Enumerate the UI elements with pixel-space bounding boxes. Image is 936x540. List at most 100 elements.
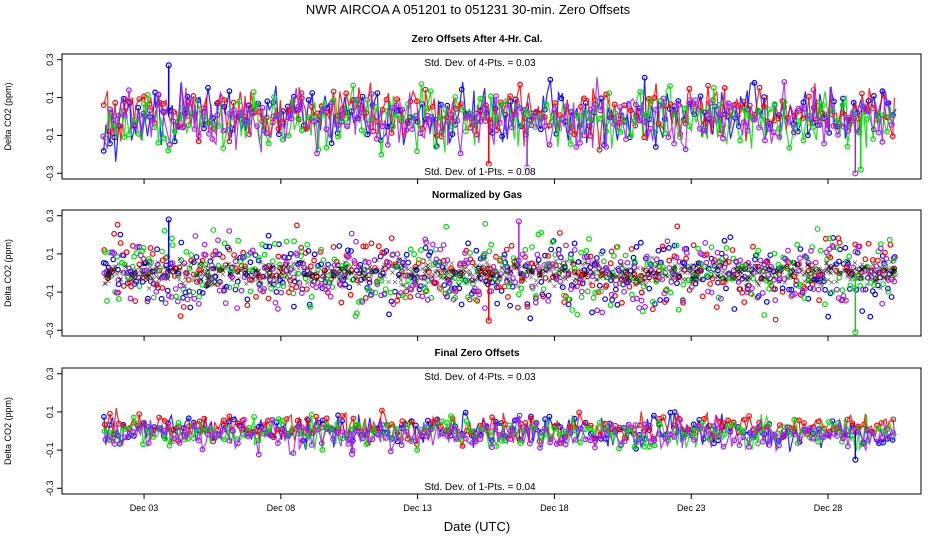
point-gas3: [569, 307, 576, 313]
point-gas4: [744, 289, 751, 296]
point-gas4: [618, 442, 624, 449]
point-gas1: [345, 247, 351, 254]
normalized-point: [263, 263, 268, 268]
normalized-point: [111, 267, 116, 272]
point-gas1: [199, 290, 206, 296]
point-gas2: [347, 291, 354, 298]
point-gas4: [725, 100, 732, 107]
point-gas2: [582, 420, 589, 427]
point-gas3: [438, 286, 445, 293]
point-gas3: [121, 134, 128, 141]
point-gas2: [160, 100, 167, 107]
point-gas4: [677, 416, 683, 423]
normalized-point: [438, 271, 443, 277]
normalized-point: [569, 260, 574, 266]
point-gas4: [720, 443, 727, 450]
normalized-point: [244, 281, 249, 286]
point-gas1: [700, 276, 706, 283]
point-gas1: [193, 254, 200, 260]
point-gas4: [855, 243, 861, 250]
normalized-point: [779, 269, 785, 275]
normalized-point: [760, 266, 765, 272]
point-gas2: [536, 266, 542, 273]
normalized-point: [427, 257, 432, 262]
point-gas3: [755, 107, 762, 114]
point-gas3: [857, 282, 864, 289]
normalized-point: [472, 278, 478, 283]
point-gas3: [136, 283, 143, 290]
point-gas4: [714, 249, 721, 256]
point-gas4: [143, 267, 150, 274]
point-gas2: [201, 415, 208, 422]
normalized-point: [145, 261, 151, 267]
point-gas4: [295, 103, 302, 110]
point-gas4: [133, 244, 140, 251]
normalized-point: [820, 277, 826, 282]
point-gas4: [814, 430, 821, 437]
point-gas4: [633, 295, 640, 302]
point-gas4: [325, 284, 332, 290]
point-gas3: [586, 235, 592, 242]
point-gas3: [308, 293, 315, 300]
normalized-point: [820, 273, 825, 279]
point-gas4: [432, 116, 439, 123]
spike-point: [852, 170, 859, 177]
point-gas4: [790, 129, 797, 136]
point-gas4: [275, 440, 281, 447]
point-gas2: [238, 262, 245, 269]
normalized-point: [399, 269, 405, 275]
point-gas3: [667, 289, 674, 296]
point-gas3: [617, 129, 624, 135]
point-gas1: [305, 96, 312, 103]
normalized-point: [891, 265, 897, 271]
normalized-point: [732, 277, 738, 282]
point-gas1: [637, 239, 644, 246]
normalized-point: [323, 273, 328, 278]
normalized-point: [431, 273, 437, 278]
point-gas3: [708, 244, 715, 251]
point-gas4: [246, 118, 253, 125]
point-gas3: [697, 106, 703, 113]
point-gas2: [517, 81, 523, 88]
point-gas4: [115, 112, 122, 119]
point-gas2: [311, 257, 318, 264]
normalized-point: [131, 275, 136, 281]
point-gas1: [652, 143, 659, 150]
point-gas4: [363, 428, 370, 435]
point-gas4: [603, 143, 610, 150]
point-gas1: [498, 288, 505, 294]
normalized-point: [220, 267, 225, 272]
point-gas3: [199, 282, 206, 288]
point-gas1: [509, 283, 516, 290]
normalized-point: [582, 278, 587, 283]
point-gas2: [859, 90, 865, 97]
normalized-point: [698, 268, 704, 274]
point-gas4: [319, 107, 326, 114]
normalized-point: [212, 282, 217, 287]
point-gas3: [652, 262, 658, 268]
point-gas3: [166, 442, 173, 449]
normalized-point: [882, 267, 887, 272]
point-gas1: [609, 297, 615, 303]
point-gas3: [655, 420, 662, 427]
normalized-point: [767, 279, 772, 284]
normalized-point: [378, 267, 383, 272]
point-gas3: [270, 258, 276, 265]
normalized-point: [457, 272, 463, 278]
normalized-point: [245, 267, 250, 273]
normalized-point: [591, 259, 597, 265]
point-gas3: [612, 430, 618, 437]
point-gas4: [125, 87, 132, 94]
point-gas4: [374, 281, 381, 288]
point-gas4: [875, 269, 882, 276]
normalized-point: [534, 282, 539, 288]
point-gas4: [483, 423, 490, 429]
point-gas2: [524, 303, 531, 310]
normalized-point: [292, 267, 297, 272]
point-gas4: [865, 274, 871, 281]
normalized-point: [216, 268, 222, 273]
normalized-point: [649, 255, 655, 260]
annotation-bg: [415, 481, 545, 492]
